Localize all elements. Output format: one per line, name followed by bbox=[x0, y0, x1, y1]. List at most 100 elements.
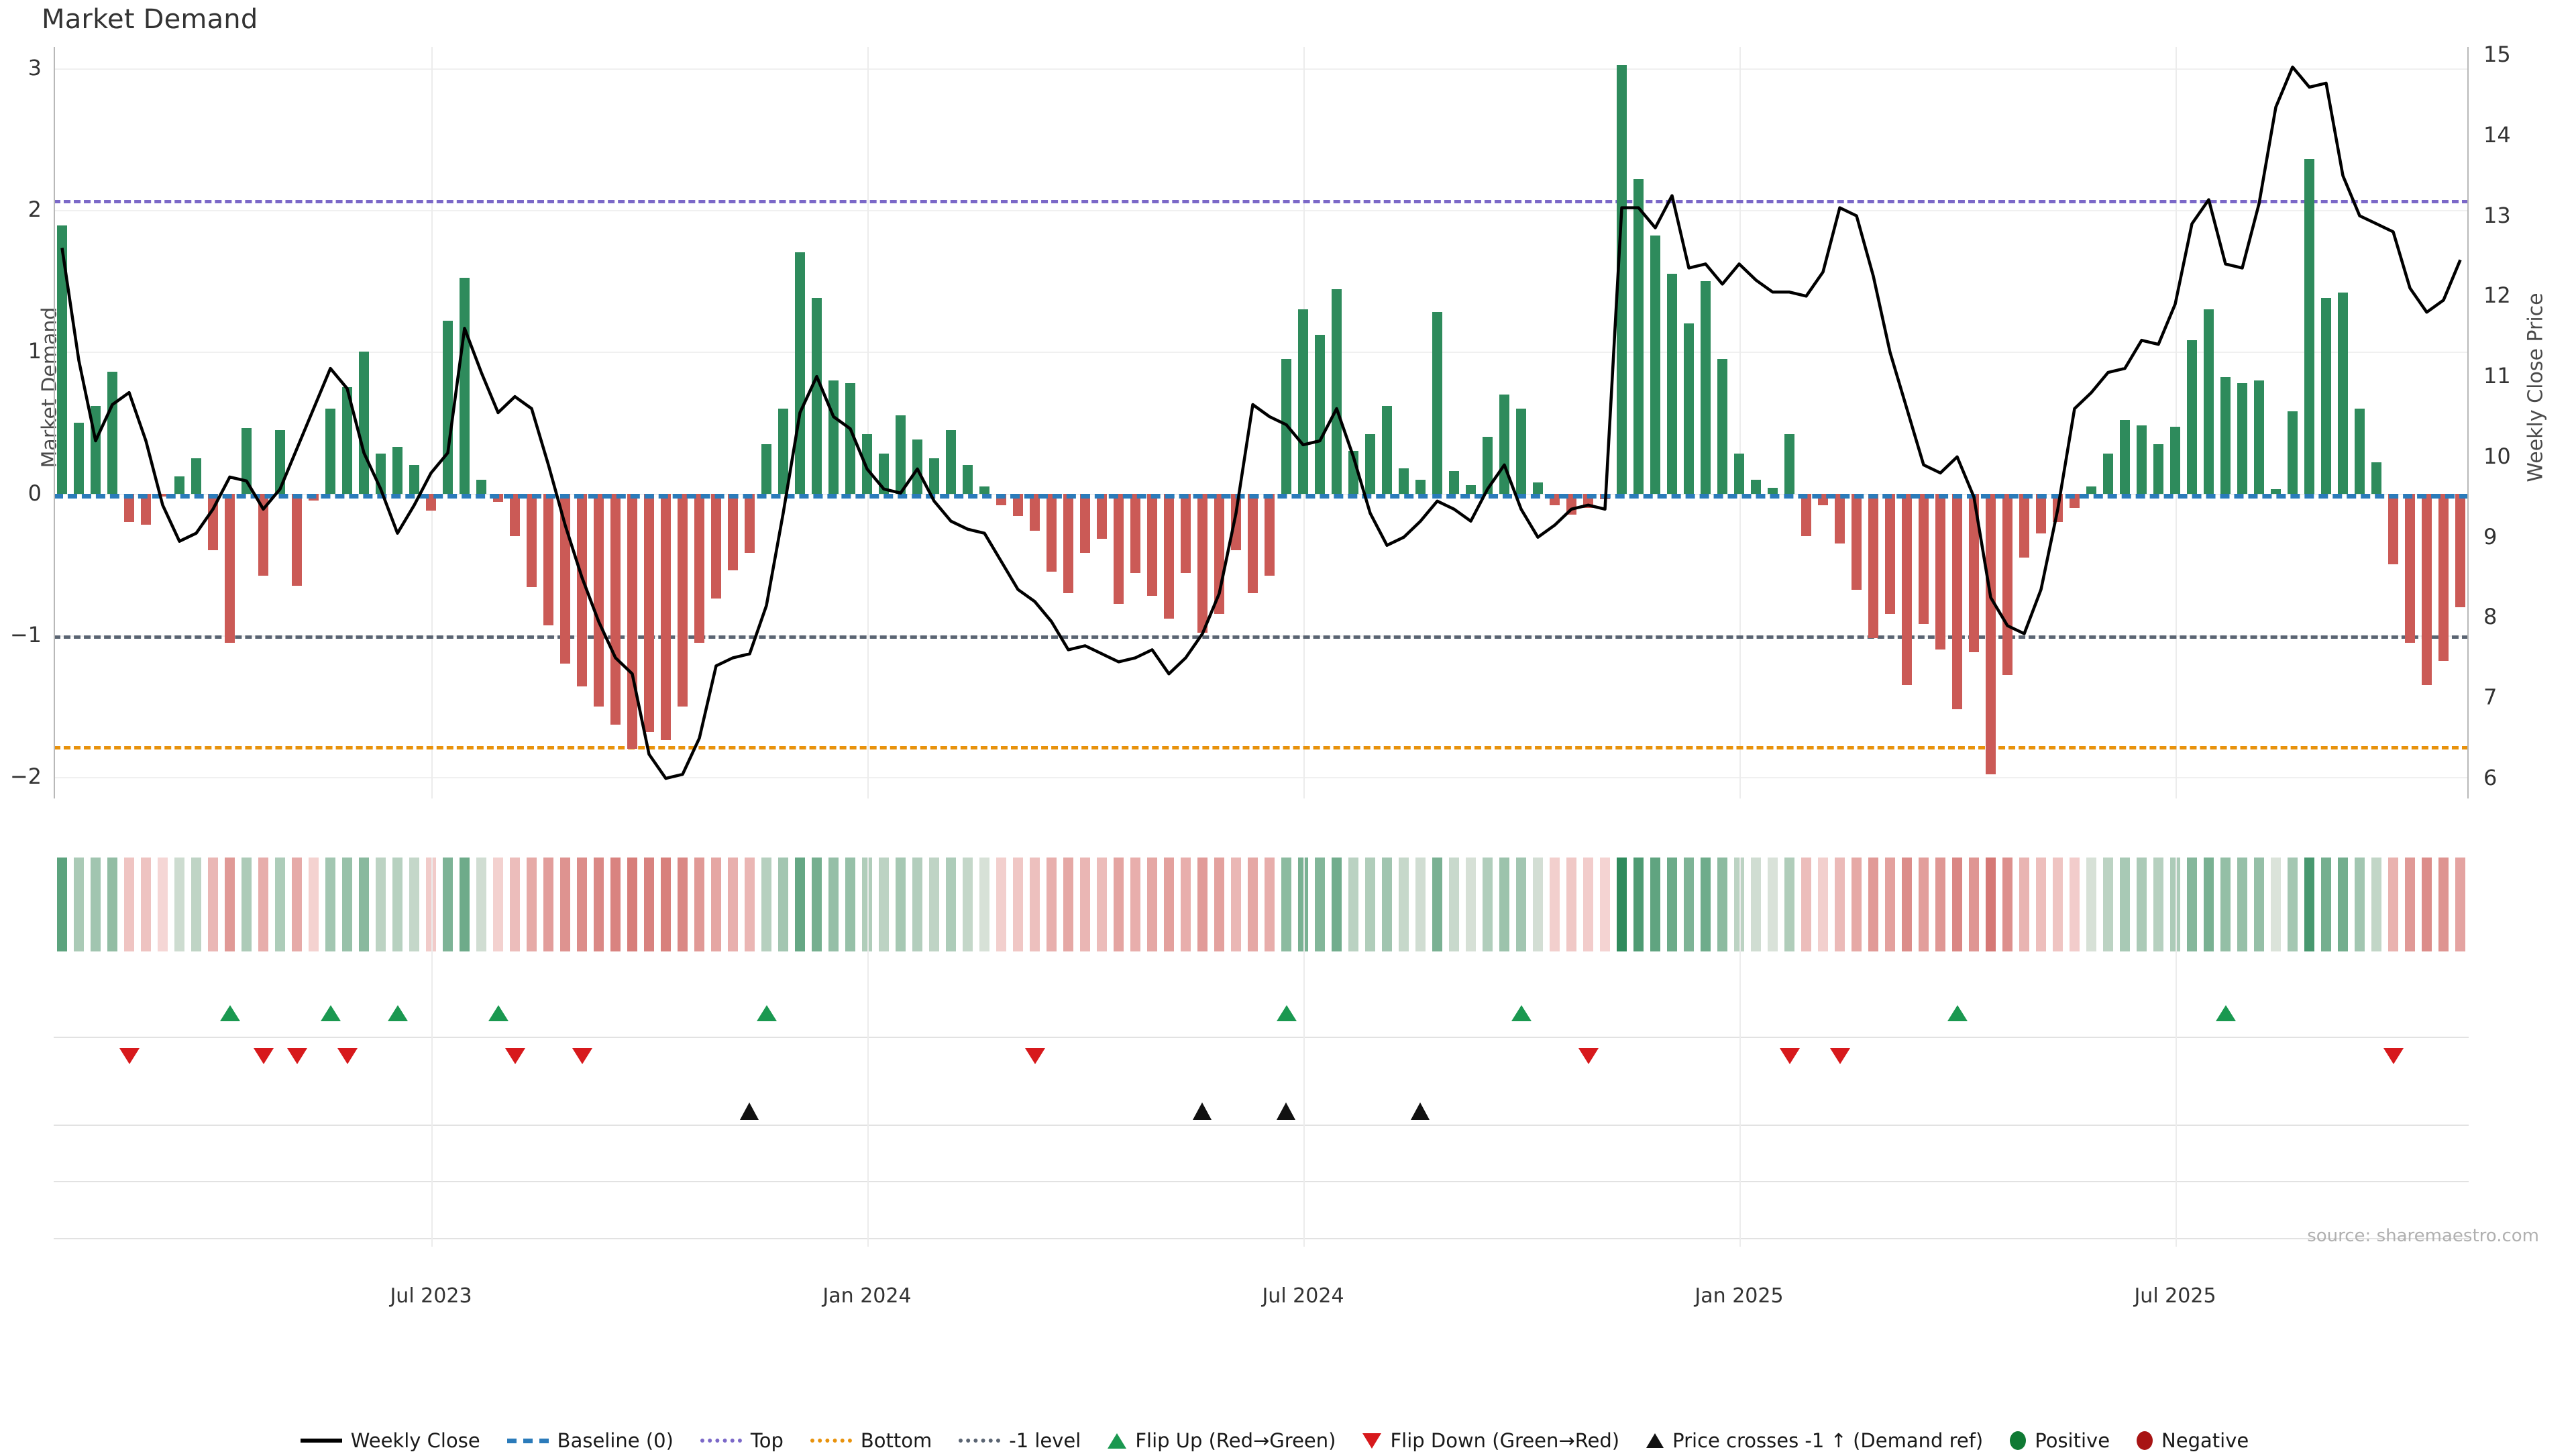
heatmap-cell[interactable] bbox=[1465, 858, 1477, 951]
heatmap-cell[interactable] bbox=[576, 858, 588, 951]
heatmap-cell[interactable] bbox=[191, 858, 202, 951]
heatmap-cell[interactable] bbox=[1079, 858, 1091, 951]
heatmap-cell[interactable] bbox=[1063, 858, 1074, 951]
demand-bar[interactable] bbox=[123, 493, 135, 522]
demand-bar[interactable] bbox=[861, 433, 873, 494]
heatmap-cell[interactable] bbox=[610, 858, 621, 951]
heatmap-cell[interactable] bbox=[895, 858, 906, 951]
demand-bar[interactable] bbox=[476, 479, 487, 494]
heatmap-cell[interactable] bbox=[241, 858, 252, 951]
heatmap-cell[interactable] bbox=[878, 858, 890, 951]
heatmap-cell[interactable] bbox=[2069, 858, 2080, 951]
flip-down-marker[interactable] bbox=[1578, 1048, 1599, 1064]
demand-bar[interactable] bbox=[1465, 484, 1477, 494]
heatmap-cell[interactable] bbox=[2035, 858, 2047, 951]
heatmap-cell[interactable] bbox=[1582, 858, 1594, 951]
demand-bar[interactable] bbox=[2253, 380, 2265, 494]
legend-item[interactable]: Baseline (0) bbox=[506, 1429, 674, 1452]
heatmap-cell[interactable] bbox=[710, 858, 722, 951]
heatmap-cell[interactable] bbox=[476, 858, 487, 951]
heatmap-cell[interactable] bbox=[543, 858, 554, 951]
price-cross-minus1-marker[interactable] bbox=[1192, 1102, 1212, 1120]
demand-bar[interactable] bbox=[1096, 493, 1108, 539]
demand-bar[interactable] bbox=[1633, 178, 1644, 494]
heatmap-cell[interactable] bbox=[1868, 858, 1879, 951]
demand-bar[interactable] bbox=[2136, 425, 2147, 494]
flip-down-marker[interactable] bbox=[1779, 1048, 1800, 1064]
demand-bar[interactable] bbox=[1398, 468, 1409, 494]
legend-item[interactable]: Bottom bbox=[810, 1429, 932, 1452]
heatmap-cell[interactable] bbox=[677, 858, 688, 951]
flip-down-marker[interactable] bbox=[1829, 1048, 1850, 1064]
heatmap-cell[interactable] bbox=[1314, 858, 1326, 951]
demand-bar[interactable] bbox=[442, 320, 453, 494]
flip-up-marker[interactable] bbox=[1276, 1005, 1297, 1021]
heatmap-cell[interactable] bbox=[2102, 858, 2114, 951]
flip-down-marker[interactable] bbox=[337, 1048, 358, 1064]
demand-bar[interactable] bbox=[945, 429, 957, 494]
demand-bar[interactable] bbox=[1163, 493, 1175, 619]
demand-bar[interactable] bbox=[1381, 405, 1393, 494]
demand-bar[interactable] bbox=[258, 493, 269, 576]
heatmap-cell[interactable] bbox=[1616, 858, 1627, 951]
demand-bar[interactable] bbox=[1113, 493, 1124, 605]
demand-bar[interactable] bbox=[761, 444, 772, 494]
heatmap-cell[interactable] bbox=[1029, 858, 1040, 951]
heatmap-cell[interactable] bbox=[2421, 858, 2432, 951]
heatmap-cell[interactable] bbox=[1146, 858, 1158, 951]
demand-bar[interactable] bbox=[2371, 462, 2382, 494]
heatmap-cell[interactable] bbox=[1717, 858, 1728, 951]
demand-bar[interactable] bbox=[1130, 493, 1141, 573]
demand-bar[interactable] bbox=[1482, 437, 1493, 494]
heatmap-cell[interactable] bbox=[1381, 858, 1393, 951]
demand-bar[interactable] bbox=[1650, 236, 1661, 494]
demand-bar[interactable] bbox=[1784, 433, 1795, 494]
demand-bar[interactable] bbox=[610, 493, 621, 725]
heatmap-cell[interactable] bbox=[123, 858, 135, 951]
heatmap-cell[interactable] bbox=[375, 858, 386, 951]
demand-bar[interactable] bbox=[224, 493, 235, 643]
flip-down-marker[interactable] bbox=[286, 1048, 307, 1064]
demand-bar[interactable] bbox=[274, 429, 286, 494]
flip-up-marker[interactable] bbox=[756, 1005, 777, 1021]
demand-bar[interactable] bbox=[2002, 493, 2013, 676]
heatmap-cell[interactable] bbox=[1348, 858, 1359, 951]
heatmap-cell[interactable] bbox=[1549, 858, 1560, 951]
heatmap-cell[interactable] bbox=[1918, 858, 1929, 951]
demand-bar[interactable] bbox=[2404, 493, 2416, 643]
heatmap-cell[interactable] bbox=[1985, 858, 1996, 951]
demand-bar[interactable] bbox=[1314, 334, 1326, 494]
heatmap-cell[interactable] bbox=[1163, 858, 1175, 951]
heatmap-cell[interactable] bbox=[2438, 858, 2449, 951]
demand-bar[interactable] bbox=[1364, 433, 1376, 494]
demand-bar[interactable] bbox=[1801, 493, 1812, 537]
heatmap-cell[interactable] bbox=[2186, 858, 2198, 951]
flip-up-marker[interactable] bbox=[320, 1005, 341, 1021]
legend-item[interactable]: Flip Down (Green→Red) bbox=[1362, 1429, 1619, 1452]
heatmap-cell[interactable] bbox=[56, 858, 68, 951]
flip-up-marker[interactable] bbox=[219, 1005, 240, 1021]
demand-bar[interactable] bbox=[1331, 289, 1342, 494]
heatmap-cell[interactable] bbox=[559, 858, 571, 951]
demand-bar[interactable] bbox=[2186, 340, 2198, 494]
demand-bar[interactable] bbox=[1616, 65, 1627, 494]
demand-bar[interactable] bbox=[845, 382, 856, 494]
heatmap-cell[interactable] bbox=[1499, 858, 1510, 951]
heatmap-cell[interactable] bbox=[1281, 858, 1292, 951]
legend-item[interactable]: Negative bbox=[2137, 1429, 2249, 1452]
heatmap-cell[interactable] bbox=[1130, 858, 1141, 951]
heatmap-cell[interactable] bbox=[358, 858, 370, 951]
demand-bar[interactable] bbox=[1029, 493, 1040, 531]
heatmap-cell[interactable] bbox=[1650, 858, 1661, 951]
heatmap-cell[interactable] bbox=[627, 858, 638, 951]
demand-bar[interactable] bbox=[979, 486, 990, 494]
heatmap-cell[interactable] bbox=[1230, 858, 1242, 951]
heatmap-cell[interactable] bbox=[1046, 858, 1057, 951]
demand-bar[interactable] bbox=[1230, 493, 1242, 551]
demand-bar[interactable] bbox=[2304, 158, 2315, 494]
demand-bar[interactable] bbox=[1834, 493, 1845, 543]
heatmap-cell[interactable] bbox=[526, 858, 537, 951]
demand-bar[interactable] bbox=[191, 458, 202, 494]
demand-bar[interactable] bbox=[526, 493, 537, 588]
demand-bar[interactable] bbox=[1415, 479, 1426, 494]
